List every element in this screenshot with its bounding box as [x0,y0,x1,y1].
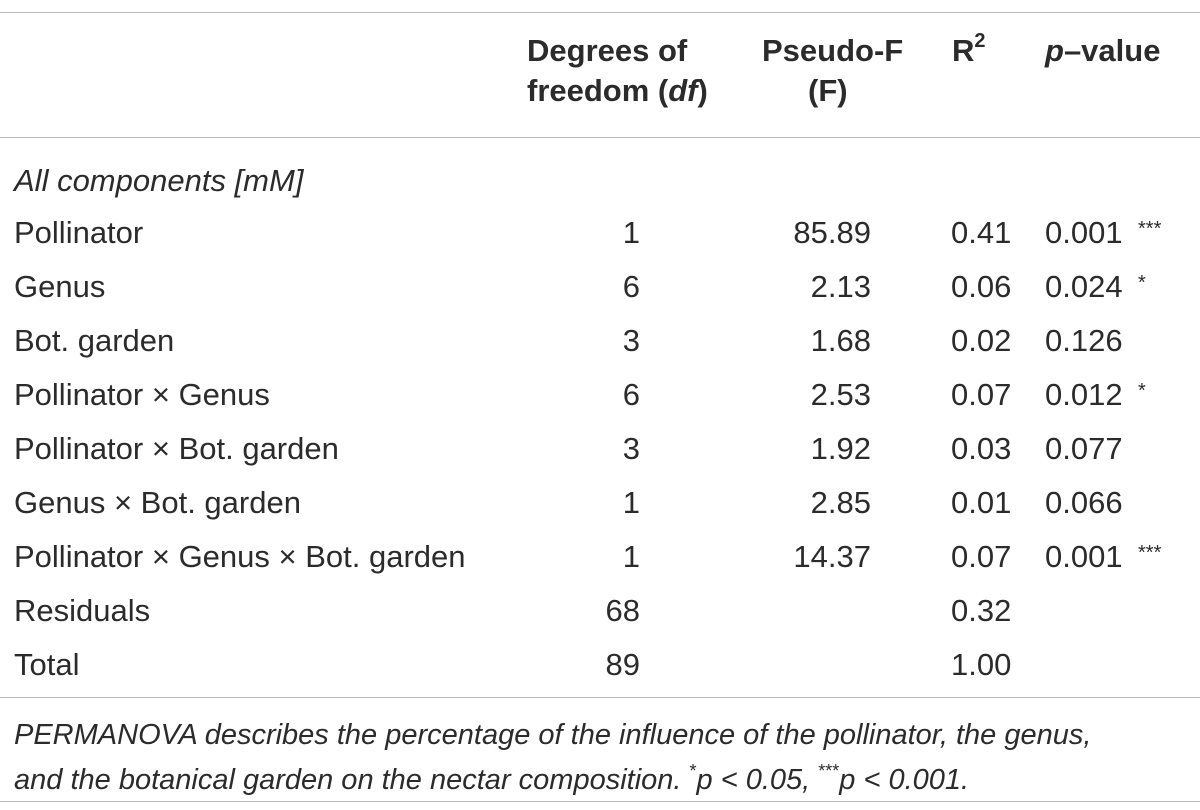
row-pseudo-f: 2.85 [810,485,871,520]
row-pseudo-f: 2.53 [810,377,871,412]
row-significance: * [1138,380,1146,402]
row-p-value: 0.024 [1045,269,1123,304]
header-r2: R2 [952,30,986,68]
row-r2: 0.07 [951,377,1012,412]
header-df: Degrees of freedom (df) [527,33,708,108]
row-r2: 1.00 [951,647,1012,682]
row-df: 6 [622,269,640,304]
row-r2: 0.02 [951,323,1012,358]
table-footnote-line1: PERMANOVA describes the percentage of th… [14,719,1092,751]
row-pseudo-f: 14.37 [793,539,871,574]
row-label: Pollinator × Genus [14,377,270,412]
row-r2: 0.01 [951,485,1012,520]
row-label: Pollinator × Bot. garden [14,431,339,466]
row-df: 6 [622,377,640,412]
row-label: Total [14,647,80,682]
row-label: Residuals [14,593,151,628]
row-p-value: 0.001 [1045,539,1123,574]
row-r2: 0.32 [951,593,1012,628]
row-r2: 0.41 [951,215,1012,250]
header-p-value: p–value [1045,33,1161,68]
header-rule [0,137,1200,138]
table-footnote-line2: and the botanical garden on the nectar c… [14,761,970,796]
row-pseudo-f: 1.68 [810,323,871,358]
row-label: Pollinator [14,215,144,250]
body-end-rule [0,697,1200,698]
row-label: Pollinator × Genus × Bot. garden [14,539,466,574]
row-r2: 0.06 [951,269,1012,304]
bottom-rule [0,801,1200,802]
row-significance: *** [1138,542,1162,564]
row-label: Bot. garden [14,323,175,358]
row-significance: * [1138,272,1146,294]
header-pseudo-f: Pseudo-F (F) [762,33,904,108]
row-pseudo-f: 2.13 [810,269,871,304]
row-label: Genus × Bot. garden [14,485,301,520]
row-df: 89 [605,647,640,682]
row-r2: 0.07 [951,539,1012,574]
row-df: 68 [605,593,640,628]
row-p-value: 0.126 [1045,323,1123,358]
row-p-value: 0.077 [1045,431,1123,466]
row-p-value: 0.001 [1045,215,1123,250]
row-label: Genus [14,269,106,304]
row-df: 3 [622,323,640,358]
row-pseudo-f: 85.89 [793,215,871,250]
row-p-value: 0.066 [1045,485,1123,520]
row-df: 1 [622,215,640,250]
row-pseudo-f: 1.92 [810,431,871,466]
row-r2: 0.03 [951,431,1012,466]
row-significance: *** [1138,218,1162,240]
row-p-value: 0.012 [1045,377,1123,412]
row-df: 3 [622,431,640,466]
row-df: 1 [622,539,640,574]
row-df: 1 [622,485,640,520]
section-label: All components [mM] [14,163,304,198]
top-rule [0,12,1200,13]
